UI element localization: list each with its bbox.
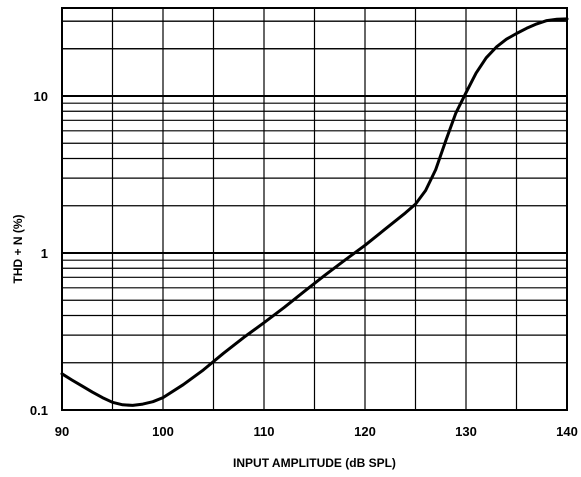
- x-tick-label: 100: [152, 424, 174, 439]
- x-tick-label: 140: [556, 424, 578, 439]
- x-tick-label: 130: [455, 424, 477, 439]
- x-tick-labels: 90 100 110 120 130 140: [55, 424, 578, 439]
- x-tick-label: 110: [254, 424, 275, 439]
- x-tick-label: 90: [55, 424, 69, 439]
- y-tick-label: 10: [34, 89, 48, 104]
- x-tick-label: 120: [354, 424, 376, 439]
- y-axis-title: THD + N (%): [11, 214, 25, 283]
- grid-lines: [62, 8, 567, 410]
- plot-frame: [61, 7, 568, 411]
- y-tick-label: 0.1: [30, 403, 48, 418]
- y-tick-label: 1: [41, 246, 48, 261]
- y-tick-labels: 0.1 1 10: [30, 89, 48, 418]
- x-axis-title: INPUT AMPLITUDE (dB SPL): [233, 456, 396, 470]
- thd-curve: [60, 17, 569, 407]
